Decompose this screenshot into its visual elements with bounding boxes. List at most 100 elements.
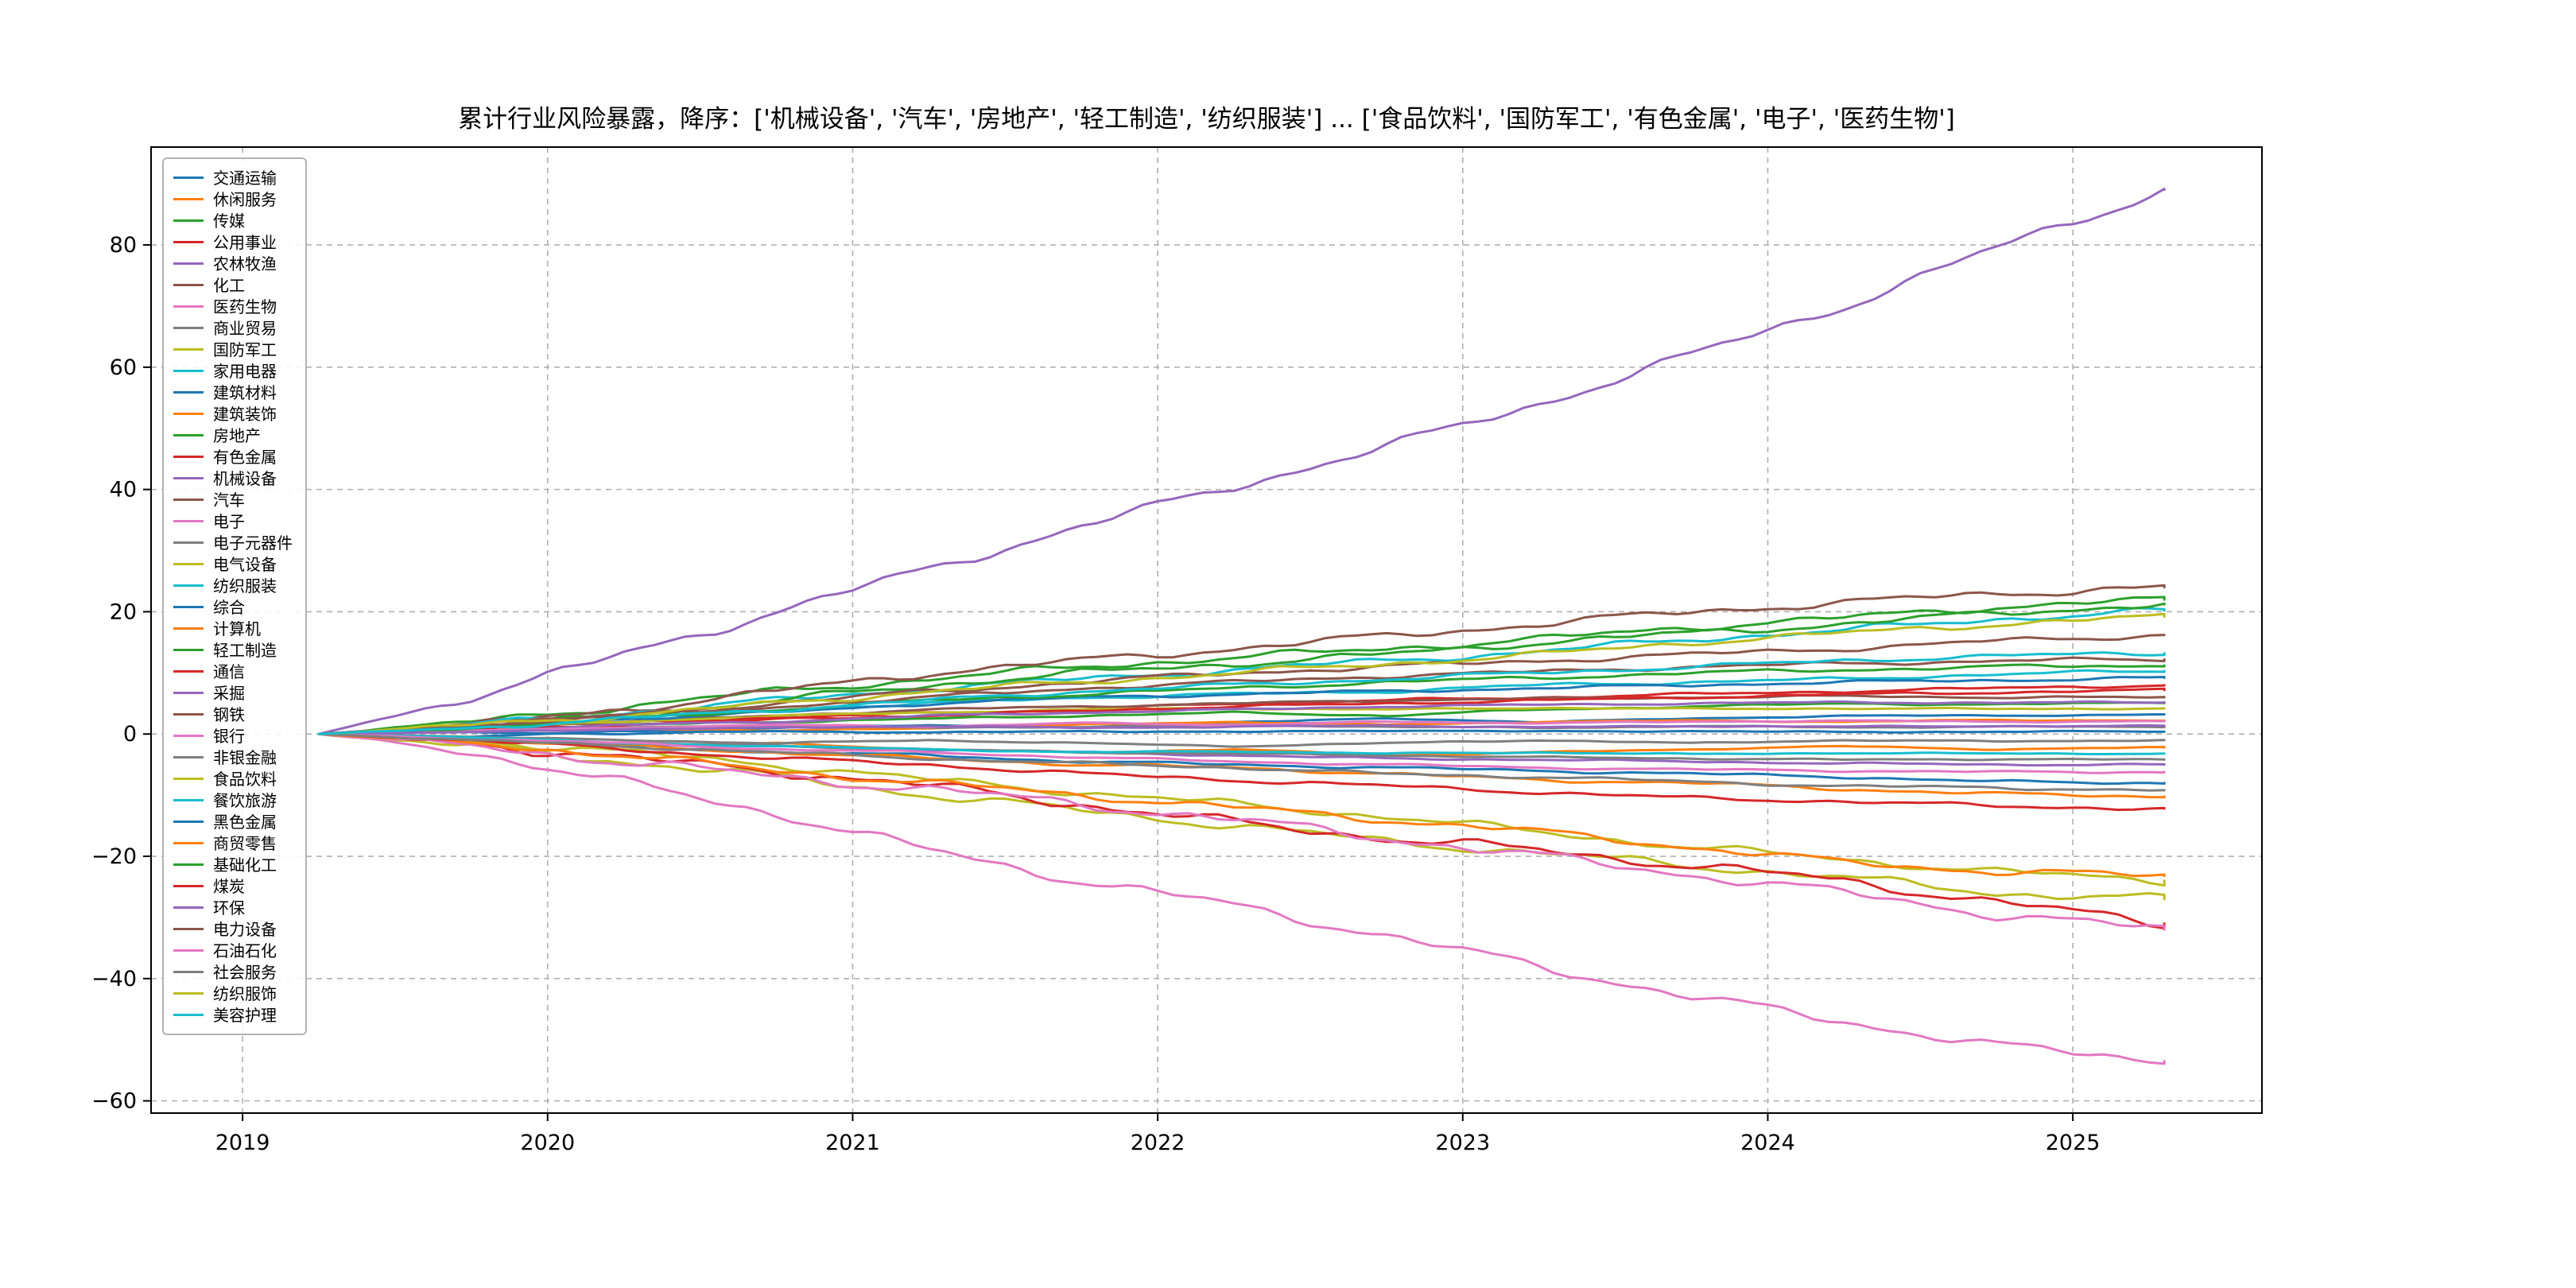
- svg-text:−40: −40: [91, 967, 137, 991]
- legend-label: 国防军工: [213, 339, 277, 359]
- legend-item: 有色金属: [173, 446, 293, 467]
- legend-line-swatch: [173, 670, 204, 673]
- y-tick-labels: −60 −40 −20 0 20 40 60 80: [91, 233, 137, 1114]
- series-line-石油石化: [317, 732, 2166, 774]
- legend-item: 国防军工: [173, 339, 293, 360]
- legend-label: 电子: [213, 511, 245, 531]
- svg-text:2020: 2020: [520, 1131, 575, 1155]
- legend-label: 餐饮旅游: [213, 790, 277, 810]
- series-line-综合: [317, 729, 2166, 735]
- legend-line-swatch: [173, 606, 204, 608]
- legend-label: 化工: [213, 275, 245, 295]
- legend-label: 轻工制造: [213, 640, 277, 660]
- legend-item: 商业贸易: [173, 317, 293, 339]
- legend-line-swatch: [173, 842, 204, 844]
- chart-title: 累计行业风险暴露，降序：['机械设备', '汽车', '房地产', '轻工制造'…: [458, 105, 1955, 134]
- legend-line-swatch: [173, 198, 204, 200]
- legend-item: 医药生物: [173, 296, 293, 317]
- legend-item: 纺织服饰: [173, 983, 293, 1004]
- legend-label: 钢铁: [213, 704, 245, 724]
- legend-item: 石油石化: [173, 940, 293, 961]
- svg-text:20: 20: [110, 599, 137, 624]
- legend-label: 采掘: [213, 683, 245, 703]
- legend-item: 计算机: [173, 618, 293, 639]
- svg-text:40: 40: [110, 478, 137, 502]
- legend-item: 环保: [173, 897, 293, 918]
- series-line-环保: [317, 724, 2166, 735]
- series-line-房地产: [317, 596, 2166, 735]
- legend-line-swatch: [173, 971, 204, 973]
- legend-label: 纺织服装: [213, 576, 277, 596]
- legend-line-swatch: [173, 756, 204, 758]
- legend-label: 电力设备: [213, 919, 277, 939]
- legend-item: 建筑装饰: [173, 403, 293, 425]
- svg-text:60: 60: [110, 355, 137, 380]
- legend-item: 钢铁: [173, 704, 293, 725]
- svg-text:0: 0: [123, 722, 137, 747]
- legend-label: 煤炭: [213, 876, 245, 896]
- legend-label: 房地产: [213, 425, 261, 445]
- legend-line-swatch: [173, 821, 204, 823]
- legend-line-swatch: [173, 499, 204, 501]
- legend-line-swatch: [173, 177, 204, 179]
- series-line-汽车: [317, 584, 2166, 735]
- legend-line-swatch: [173, 863, 204, 866]
- legend-item: 银行: [173, 725, 293, 747]
- legend-line-swatch: [173, 456, 204, 458]
- legend-label: 有色金属: [213, 447, 277, 467]
- x-tick-labels: 2019 2020 2021 2022 2023 2024 2025: [215, 1131, 2101, 1155]
- legend-item: 商贸零售: [173, 832, 293, 854]
- legend-label: 计算机: [213, 619, 261, 638]
- series-line-黑色金属: [317, 676, 2166, 735]
- legend-item: 通信: [173, 661, 293, 682]
- legend-item: 纺织服装: [173, 575, 293, 596]
- legend-label: 美容护理: [213, 1005, 277, 1025]
- legend-label: 家用电器: [213, 361, 277, 381]
- legend-line-swatch: [173, 885, 204, 887]
- svg-text:2025: 2025: [2046, 1131, 2101, 1155]
- legend-line-swatch: [173, 477, 204, 479]
- legend-label: 社会服务: [213, 962, 277, 982]
- svg-text:80: 80: [110, 233, 137, 258]
- legend-line-swatch: [173, 649, 204, 651]
- series-line-有色金属: [317, 732, 2166, 929]
- svg-text:2022: 2022: [1131, 1131, 1185, 1155]
- legend-line-swatch: [173, 584, 204, 587]
- legend-label: 建筑材料: [213, 382, 277, 402]
- legend-item: 休闲服务: [173, 188, 293, 210]
- legend-item: 化工: [173, 274, 293, 296]
- legend-item: 电气设备: [173, 553, 293, 575]
- legend-item: 交通运输: [173, 167, 293, 188]
- legend-item: 电子元器件: [173, 532, 293, 553]
- legend-label: 交通运输: [213, 168, 277, 188]
- series-line-煤炭: [317, 732, 2166, 812]
- legend-line-swatch: [173, 434, 204, 436]
- axis-ticks: [143, 244, 2074, 1121]
- plot-border: [150, 146, 2263, 1114]
- grid-lines: [151, 147, 2262, 1113]
- legend-line-swatch: [173, 906, 204, 909]
- series-line-社会服务: [317, 732, 2166, 792]
- legend-label: 农林牧渔: [213, 254, 277, 274]
- legend-item: 传媒: [173, 210, 293, 231]
- legend-line-swatch: [173, 348, 204, 351]
- legend-line-swatch: [173, 563, 204, 565]
- legend-line-swatch: [173, 692, 204, 694]
- legend-line-swatch: [173, 241, 204, 243]
- legend-label: 综合: [213, 597, 245, 617]
- legend-label: 商业贸易: [213, 318, 277, 338]
- series-line-采掘: [317, 700, 2166, 735]
- legend-line-swatch: [173, 370, 204, 372]
- svg-text:−60: −60: [91, 1089, 137, 1114]
- series-lines: [317, 188, 2166, 1065]
- legend-line-swatch: [173, 305, 204, 308]
- series-line-机械设备: [317, 188, 2166, 735]
- series-line-银行: [317, 719, 2166, 735]
- legend-line-swatch: [173, 992, 204, 995]
- svg-text:2019: 2019: [215, 1131, 270, 1155]
- legend-item: 基础化工: [173, 854, 293, 875]
- legend-item: 美容护理: [173, 1004, 293, 1026]
- legend-item: 煤炭: [173, 875, 293, 897]
- legend-label: 环保: [213, 898, 245, 918]
